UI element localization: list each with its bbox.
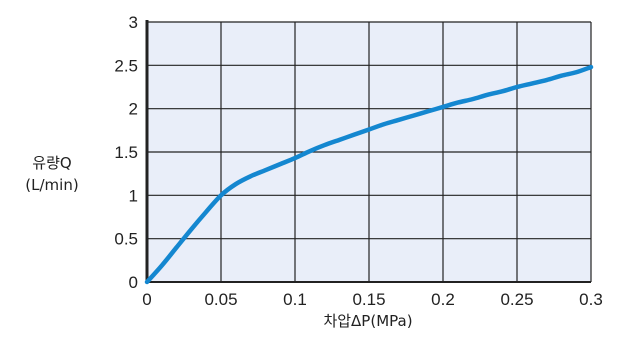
x-tick-label-3: 0.15 [352,290,385,309]
y-tick-label-4: 2 [129,100,138,119]
y-tick-label-2: 1 [129,186,138,205]
x-tick-label-1: 0.05 [204,290,237,309]
tick-labels: 0 0.05 0.1 0.15 0.2 0.25 0.3 0 0.5 1 1.5 2 2.5 3 [114,13,602,309]
x-axis-label: 차압ΔP(MPa) [323,312,412,330]
y-tick-label-6: 3 [129,13,138,32]
x-tick-label-0: 0 [142,290,151,309]
x-tick-label-6: 0.3 [579,290,603,309]
y-tick-label-1: 0.5 [114,230,138,249]
series-layer [144,64,594,285]
x-tick-label-4: 0.2 [431,290,455,309]
y-axis-label-line-2: (L/min) [25,176,78,194]
y-tick-label-0: 0 [129,273,138,292]
y-tick-label-5: 2.5 [114,56,138,75]
x-tick-label-5: 0.25 [500,290,533,309]
y-axis-label-line-1: 유량Q [32,154,71,172]
y-tick-label-3: 1.5 [114,143,138,162]
x-tick-label-2: 0.1 [283,290,307,309]
axes [145,20,591,283]
flow-curve-line [144,64,594,285]
